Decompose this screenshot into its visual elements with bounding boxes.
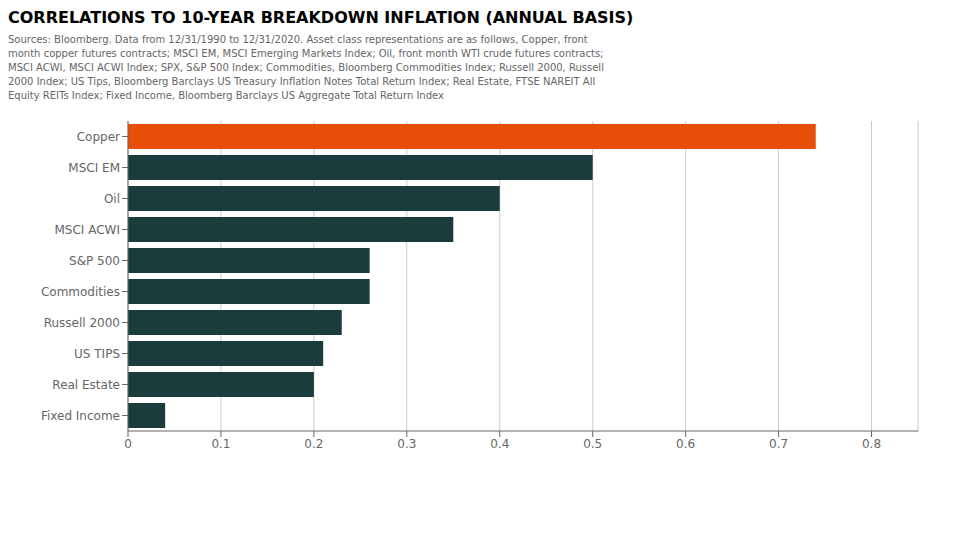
svg-text:Copper: Copper xyxy=(77,130,120,144)
svg-text:MSCI ACWI: MSCI ACWI xyxy=(55,223,120,237)
svg-text:0.2: 0.2 xyxy=(304,437,323,451)
svg-text:Oil: Oil xyxy=(104,192,120,206)
svg-text:Russell 2000: Russell 2000 xyxy=(44,316,120,330)
html-text:Sources: Bloomberg. Data from: Sources: Bloomberg. Data from 12/31/1990… xyxy=(8,34,604,101)
svg-text:MSCI EM: MSCI EM xyxy=(68,161,120,175)
svg-text:Commodities: Commodities xyxy=(41,285,120,299)
svg-text:0.8: 0.8 xyxy=(862,437,881,451)
svg-text:0.4: 0.4 xyxy=(490,437,509,451)
svg-text:0.7: 0.7 xyxy=(769,437,788,451)
svg-text:0: 0 xyxy=(124,437,132,451)
svg-text:0.3: 0.3 xyxy=(397,437,416,451)
svg-text:Real Estate: Real Estate xyxy=(52,378,120,392)
svg-text:Fixed Income: Fixed Income xyxy=(41,409,120,423)
html-text:CORRELATIONS TO 10-YEAR BREAKD: CORRELATIONS TO 10-YEAR BREAKDOWN INFLAT… xyxy=(8,8,634,27)
svg-text:0.6: 0.6 xyxy=(676,437,695,451)
svg-text:0.1: 0.1 xyxy=(211,437,230,451)
svg-text:0.5: 0.5 xyxy=(583,437,602,451)
svg-text:S&P 500: S&P 500 xyxy=(69,254,120,268)
svg-text:US TIPS: US TIPS xyxy=(74,347,120,361)
